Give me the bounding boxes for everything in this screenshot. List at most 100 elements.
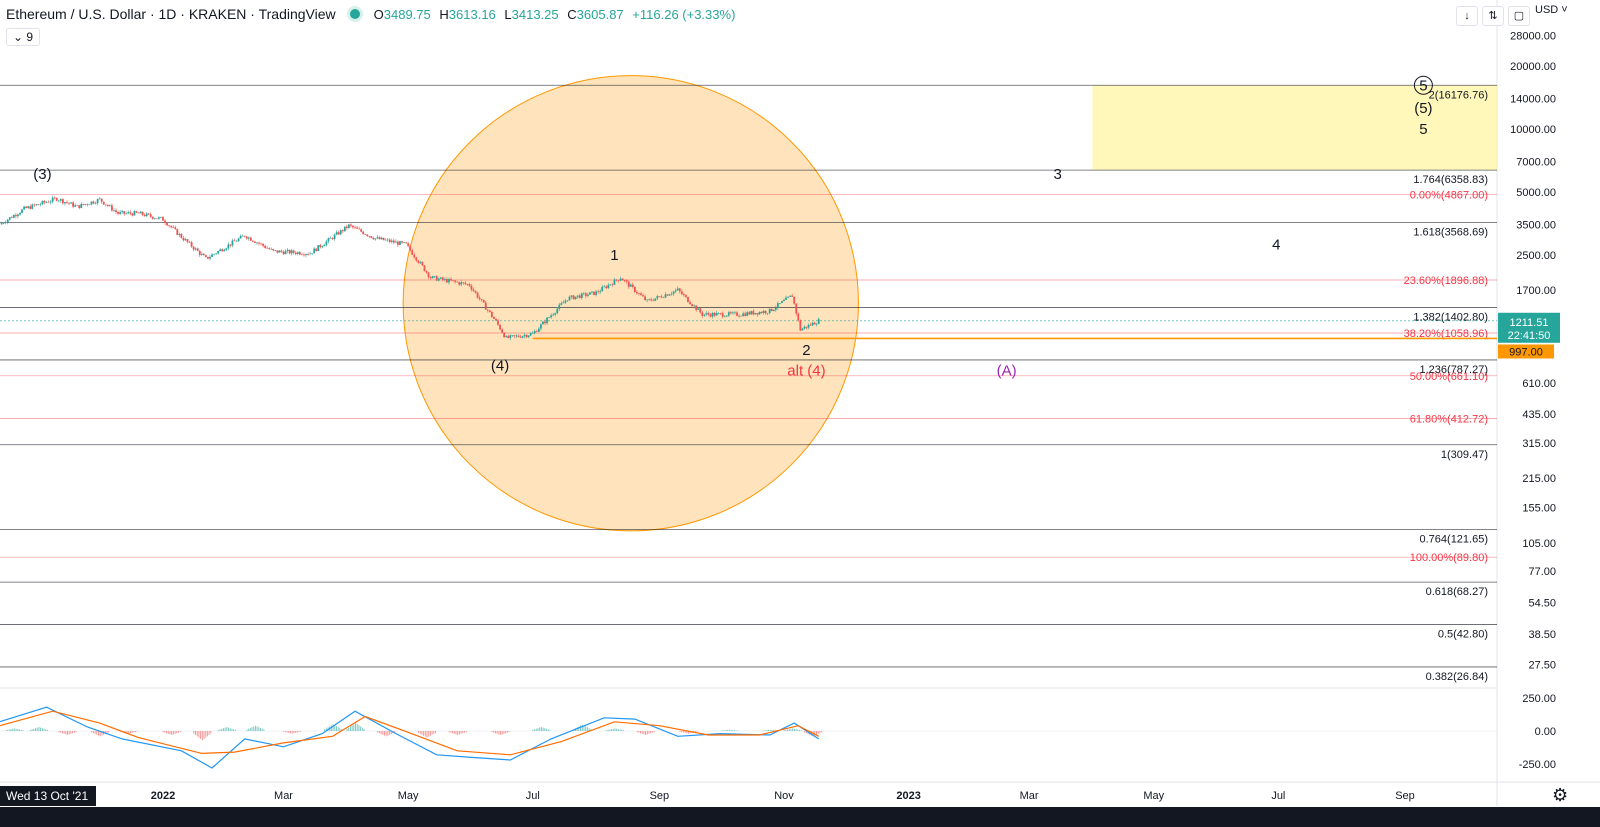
candle-body <box>732 312 734 314</box>
indicators-collapse-button[interactable]: ⌄ 9 <box>6 28 41 46</box>
time-tick-label: May <box>398 790 419 802</box>
candle-body <box>399 241 401 245</box>
candle-body <box>133 211 136 216</box>
macd-histogram-bar <box>728 729 730 731</box>
candle-body <box>35 204 38 206</box>
macd-histogram-bar <box>195 731 197 735</box>
time-tick-label: Jul <box>526 790 540 802</box>
macd-histogram-bar <box>36 727 38 731</box>
macd-histogram-bar <box>97 731 99 736</box>
candle-body <box>21 209 23 213</box>
candle-body <box>515 335 518 337</box>
candle-body <box>791 295 794 297</box>
candle-body <box>482 299 485 303</box>
macd-line <box>0 706 820 769</box>
macd-histogram-bar <box>94 731 96 735</box>
candle-body <box>427 272 430 278</box>
candle-body <box>705 313 708 315</box>
candle-body <box>76 205 79 206</box>
wave-label: (3) <box>33 166 51 183</box>
candle-body <box>674 290 677 292</box>
candle-body <box>521 336 524 338</box>
candle-body <box>523 335 526 337</box>
market-status-icon <box>349 9 360 19</box>
arrow-down-icon[interactable]: ↓ <box>1456 6 1478 26</box>
macd-histogram-bar <box>581 724 583 731</box>
candle-body <box>654 298 657 301</box>
candle-body <box>611 284 614 286</box>
currency-selector[interactable]: USD ˅ <box>1535 4 1568 16</box>
candle-body <box>509 335 512 338</box>
candle-body <box>711 313 714 317</box>
macd-histogram-bar <box>539 727 541 731</box>
collapse-arrows-icon[interactable]: ⇅ <box>1482 6 1504 26</box>
candle-body <box>486 309 489 311</box>
macd-histogram-bar <box>421 731 423 735</box>
macd-histogram-bar <box>465 731 467 733</box>
macd-histogram-bar <box>106 731 108 734</box>
candle-body <box>772 309 775 311</box>
macd-histogram-bar <box>686 731 688 734</box>
candle-body <box>123 211 126 214</box>
gear-icon[interactable]: ⚙ <box>1552 785 1569 805</box>
candle-body <box>386 239 389 241</box>
macd-histogram-bar <box>730 729 732 731</box>
macd-histogram-bar <box>92 731 94 734</box>
symbol-title[interactable]: Ethereum / U.S. Dollar · 1D · KRAKEN · T… <box>6 6 336 22</box>
candle-body <box>446 279 448 283</box>
candle-body <box>106 205 109 206</box>
candle-body <box>537 328 540 332</box>
macd-histogram-bar <box>503 731 505 734</box>
candle-body <box>715 313 718 316</box>
macd-histogram-bar <box>547 729 549 731</box>
macd-histogram-bar <box>12 728 14 731</box>
macd-histogram-bar <box>501 731 503 735</box>
candle-body <box>31 204 34 209</box>
candle-body <box>670 293 673 295</box>
candle-body <box>401 241 403 243</box>
macd-histogram-bar <box>249 727 251 731</box>
candle-body <box>582 293 585 294</box>
candle-body <box>243 235 246 237</box>
candle-body <box>709 314 712 317</box>
macd-histogram-bar <box>682 731 684 733</box>
candle-body <box>288 249 291 254</box>
macd-histogram-bar <box>172 731 174 735</box>
macd-histogram-bar <box>31 729 33 731</box>
macd-histogram-bar <box>725 730 727 731</box>
candle-body <box>374 238 377 240</box>
macd-histogram-bar <box>65 731 67 735</box>
macd-histogram-bar <box>7 729 9 731</box>
candle-body <box>137 212 140 214</box>
candle-body <box>695 305 698 310</box>
candle-body <box>41 201 44 205</box>
candle-body <box>272 248 275 251</box>
macd-histogram-bar <box>66 731 68 735</box>
wave-label: (4) <box>491 358 509 375</box>
macd-histogram-bar <box>681 731 683 733</box>
macd-histogram-bar <box>363 728 365 731</box>
candle-body <box>331 237 334 239</box>
macd-histogram-bar <box>821 731 823 733</box>
macd-histogram-bar <box>251 727 253 731</box>
candle-body <box>460 282 463 285</box>
candle-body <box>754 313 757 315</box>
bottom-toolbar <box>0 807 1600 827</box>
candle-body <box>795 303 798 314</box>
macd-histogram-bar <box>288 731 290 733</box>
macd-histogram-bar <box>380 731 382 735</box>
candle-body <box>339 230 342 235</box>
macd-histogram-bar <box>651 731 653 733</box>
macd-histogram-bar <box>166 731 168 734</box>
candle-body <box>135 211 138 213</box>
candle-body <box>750 311 753 315</box>
macd-histogram-bar <box>435 731 437 733</box>
candle-body <box>329 237 332 239</box>
macd-histogram-bar <box>233 729 235 731</box>
candle-body <box>96 199 99 204</box>
candle-body <box>566 300 569 301</box>
macd-histogram-bar <box>99 731 101 737</box>
fullscreen-icon[interactable]: ▢ <box>1508 6 1530 26</box>
candle-body <box>72 202 75 207</box>
